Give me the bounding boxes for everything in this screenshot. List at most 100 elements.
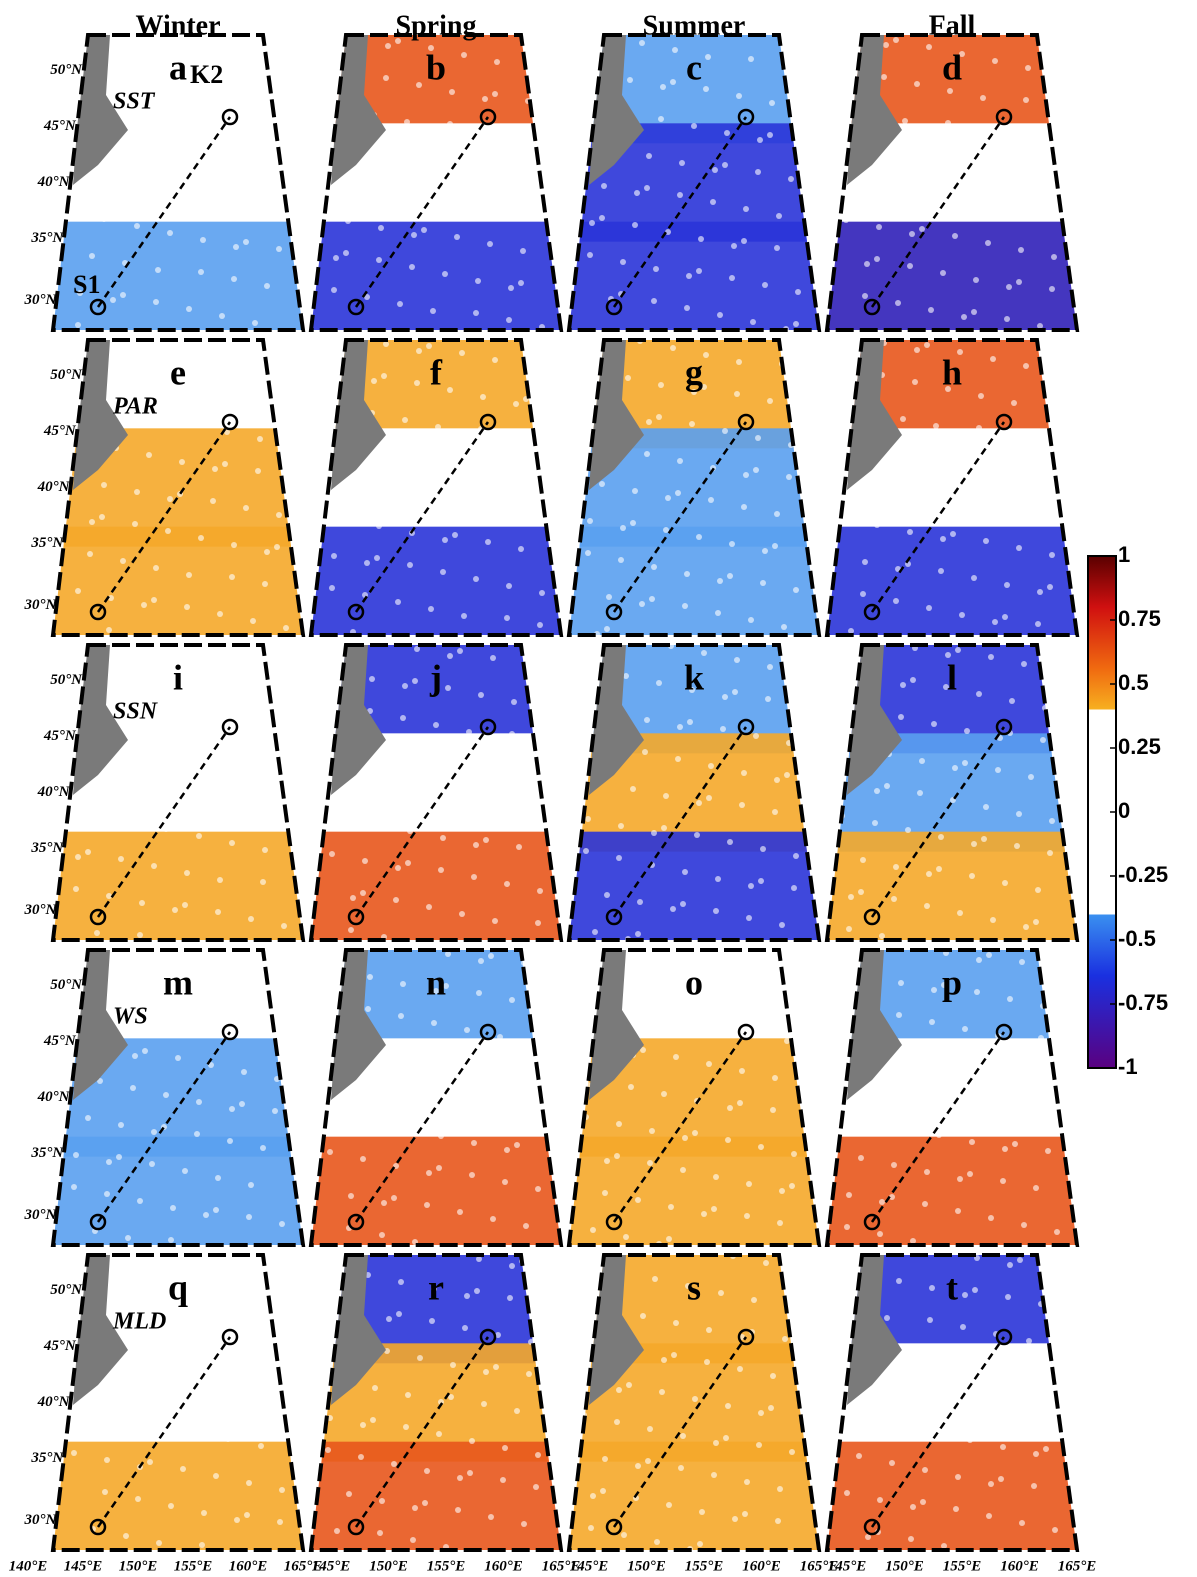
speckle (741, 770, 747, 776)
speckle (924, 903, 930, 909)
speckle (777, 1220, 783, 1226)
station (995, 718, 1013, 736)
speckle (789, 1183, 795, 1189)
speckle (675, 756, 681, 762)
speckle (137, 1198, 143, 1204)
speckle (910, 1504, 916, 1510)
speckle (784, 772, 790, 778)
speckle (708, 1029, 714, 1035)
speckle (455, 1507, 461, 1513)
lat-label: 45°N (43, 1033, 77, 1049)
transect (870, 1336, 1006, 1528)
speckle (466, 729, 472, 735)
speckle (673, 1320, 679, 1326)
speckle (257, 170, 263, 176)
speckle (116, 1154, 122, 1160)
speckle (402, 683, 408, 689)
speckle (229, 574, 235, 580)
speckle (218, 1323, 224, 1329)
panel-letter: g (685, 352, 703, 392)
speckle (219, 313, 225, 319)
frame (50, 33, 306, 332)
speckle (390, 188, 396, 194)
speckle (345, 218, 351, 224)
speckle (642, 749, 648, 755)
lon-label: 150°E (627, 1558, 666, 1574)
speckle (213, 1207, 219, 1213)
speckle (518, 812, 524, 818)
speckle (983, 1070, 989, 1076)
transect (870, 421, 1006, 613)
speckle (644, 185, 650, 191)
speckle (89, 519, 95, 525)
field-band (311, 1441, 561, 1550)
transect (870, 1031, 1006, 1223)
speckle (482, 96, 488, 102)
map-panel (569, 340, 819, 635)
speckle (360, 890, 366, 896)
speckle (604, 892, 610, 898)
speckle (260, 879, 266, 885)
speckle (528, 807, 534, 813)
speckle (748, 883, 754, 889)
station (479, 413, 497, 431)
lon-label: 165°E (800, 1558, 839, 1574)
speckle (767, 132, 773, 138)
speckle (284, 1071, 290, 1077)
speckle (623, 673, 629, 679)
speckle (909, 231, 915, 237)
speckle (786, 474, 792, 480)
speckle (497, 768, 503, 774)
speckle (393, 897, 399, 903)
speckle (616, 1387, 622, 1393)
lat-label: 50°N (50, 1282, 83, 1298)
speckle (757, 137, 763, 143)
station (605, 1518, 623, 1536)
panel-letter: q (168, 1267, 188, 1307)
speckle (85, 849, 91, 855)
speckle (1037, 589, 1043, 595)
speckle (450, 1096, 456, 1102)
speckle (435, 158, 441, 164)
lat-label: 45°N (43, 728, 77, 744)
speckle (592, 368, 598, 374)
speckle (480, 128, 486, 134)
speckle (426, 343, 432, 349)
speckle (1035, 887, 1041, 893)
speckle (784, 1038, 790, 1044)
speckle (516, 844, 522, 850)
speckle (192, 1429, 198, 1435)
speckle (1054, 1229, 1060, 1235)
lat-label: 50°N (50, 977, 83, 993)
speckle (504, 1147, 510, 1153)
panel-letter: h (942, 352, 962, 392)
speckle (201, 950, 207, 955)
speckle (952, 233, 958, 239)
speckle (594, 631, 600, 635)
speckle (167, 496, 173, 502)
speckle (908, 1536, 914, 1542)
speckle (386, 784, 392, 790)
speckle (326, 142, 332, 148)
speckle (504, 615, 510, 621)
speckle (955, 647, 961, 653)
speckle (712, 167, 718, 173)
speckle (267, 963, 273, 969)
speckle (68, 209, 74, 215)
speckle (1033, 1451, 1039, 1457)
speckle (108, 595, 114, 601)
station (347, 1213, 365, 1231)
speckle (1052, 1527, 1058, 1533)
speckle (509, 997, 515, 1003)
speckle (665, 495, 671, 501)
speckle (186, 572, 192, 578)
speckle (992, 58, 998, 64)
speckle (521, 1521, 527, 1527)
speckle (379, 1498, 385, 1504)
speckle (590, 1227, 596, 1233)
speckle (391, 1195, 397, 1201)
speckle (388, 752, 394, 758)
speckle (476, 990, 482, 996)
speckle (713, 908, 719, 914)
station (605, 603, 623, 621)
